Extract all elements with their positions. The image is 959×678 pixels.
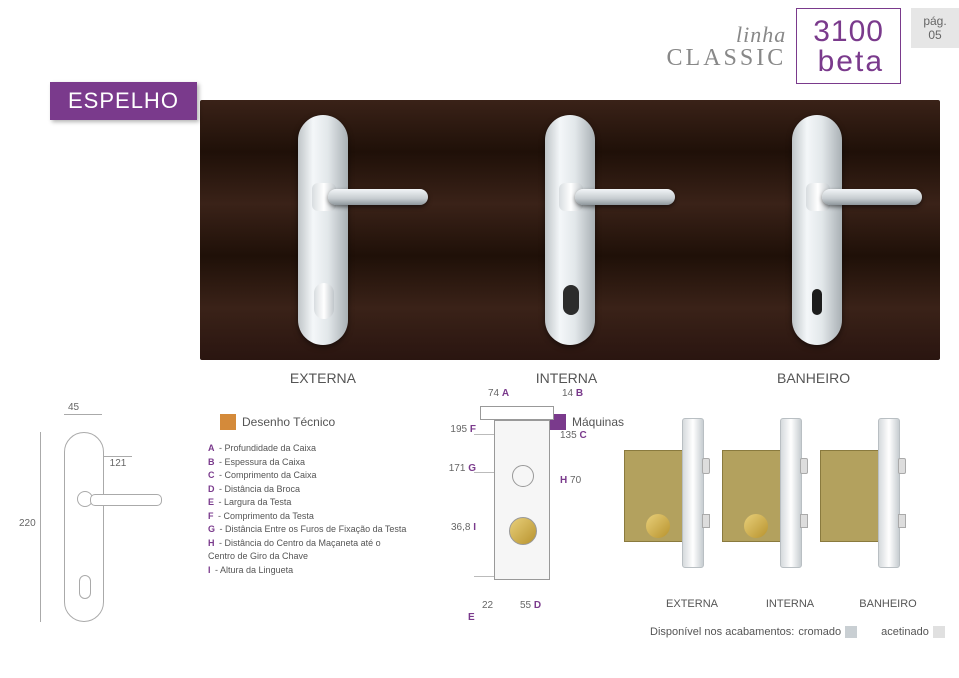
legend-B: B - Espessura da Caixa (208, 456, 406, 470)
lock-banheiro (846, 418, 930, 568)
right-dims: 135 C H 70 (560, 430, 587, 520)
label-interna: INTERNA (536, 370, 597, 386)
dim-E-letter: E (468, 612, 475, 623)
lock-body-outline (494, 420, 550, 580)
handle-externa (298, 115, 348, 345)
linha-word: linha (667, 24, 787, 46)
dim-G: 171 G (436, 463, 476, 474)
lock-labels-row: EXTERNA INTERNA BANHEIRO (650, 598, 950, 610)
finish-satin: acetinado (881, 626, 929, 638)
series-number: 3100 (813, 17, 884, 47)
series-box: 3100 beta (796, 8, 901, 84)
desenho-text: Desenho Técnico (242, 415, 335, 429)
dim-plate-height: 220 (19, 518, 36, 529)
legend-D: D - Distância da Broca (208, 483, 406, 497)
finishes-prefix: Disponível nos acabamentos: (650, 626, 794, 638)
legend-G: G - Distância Entre os Furos de Fixação … (208, 523, 406, 537)
dimension-legend: A - Profundidade da Caixa B - Espessura … (208, 442, 406, 577)
classic-word: CLASSIC (667, 46, 787, 70)
handle-interna (545, 115, 595, 345)
lock-label-banheiro: BANHEIRO (846, 598, 930, 610)
finishes-row: Disponível nos acabamentos: cromado acet… (650, 626, 945, 638)
technical-section: 45 220 121 Desenho Técnico Máquinas A - … (0, 406, 959, 676)
left-dims: 195 F 171 G 36,8 I (436, 424, 476, 561)
linha-classic-logo: linha CLASSIC (667, 8, 787, 70)
swatch-satin-icon (933, 626, 945, 638)
header-row: linha CLASSIC 3100 beta pág. 05 (667, 8, 959, 84)
lock-label-interna: INTERNA (748, 598, 832, 610)
swatch-orange-icon (220, 414, 236, 430)
label-externa: EXTERNA (290, 370, 356, 386)
lock-label-externa: EXTERNA (650, 598, 734, 610)
dim-plate-width: 45 (68, 402, 79, 413)
legend-C: C - Comprimento da Caixa (208, 469, 406, 483)
legend-F: F - Comprimento da Testa (208, 510, 406, 524)
handle-hole-icon (512, 465, 534, 487)
cylinder-icon (509, 517, 537, 545)
lock-face-outline (480, 406, 554, 420)
legend-A: A - Profundidade da Caixa (208, 442, 406, 456)
legend-E: E - Largura da Testa (208, 496, 406, 510)
desenho-label: Desenho Técnico (220, 414, 335, 430)
dim-B: 14 B (562, 388, 583, 399)
dim-D: 55 D (520, 600, 541, 611)
label-banheiro: BANHEIRO (777, 370, 850, 386)
dim-handle-span: 121 (104, 456, 132, 469)
dim-H: H 70 (560, 475, 587, 486)
product-panel (200, 100, 940, 360)
category-tag: ESPELHO (50, 82, 197, 120)
dim-E-value: 22 (482, 600, 493, 611)
lock-drawing: 74 A 14 B 195 F 171 G 36,8 I 135 C H 70 … (420, 400, 620, 620)
swatch-chrome-icon (845, 626, 857, 638)
product-labels-row: EXTERNA INTERNA BANHEIRO (200, 370, 940, 386)
mini-keyhole-icon (79, 575, 91, 599)
mini-handle-icon (77, 491, 93, 507)
dim-I: 36,8 I (436, 522, 476, 533)
series-name: beta (813, 47, 884, 77)
dim-F: 195 F (436, 424, 476, 435)
handle-banheiro (792, 115, 842, 345)
legend-H: H - Distância do Centro da Maçaneta até … (208, 537, 388, 564)
lock-photos (650, 418, 950, 588)
dim-plate-height-line: 220 (40, 432, 41, 622)
dim-C: 135 C (560, 430, 587, 441)
legend-I: I - Altura da Lingueta (208, 564, 406, 578)
dim-A: 74 A (488, 388, 509, 399)
plate-drawing: 45 220 (64, 414, 104, 624)
page-number-box: pág. 05 (911, 8, 959, 48)
finish-chrome: cromado (798, 626, 841, 638)
mini-plate-outline (64, 432, 104, 622)
